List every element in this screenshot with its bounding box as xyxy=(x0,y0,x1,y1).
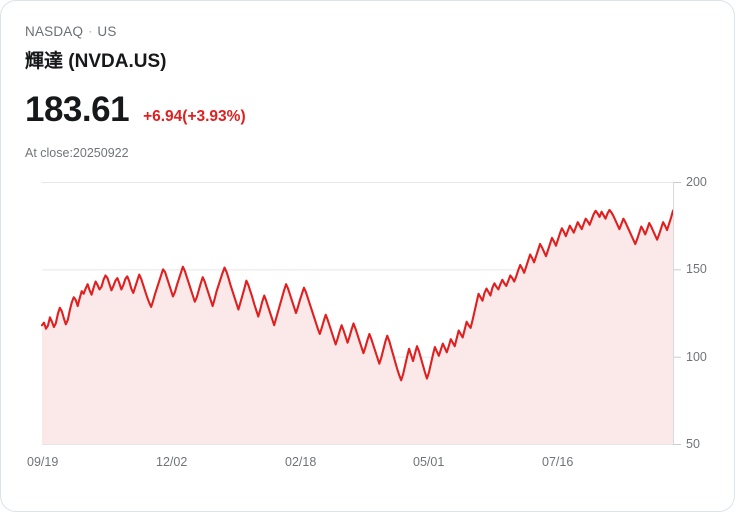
quote-header: NASDAQ · US 輝達 (NVDA.US) 183.61 +6.94(+3.9… xyxy=(25,23,675,161)
last-price: 183.61 xyxy=(25,90,130,129)
chart-area-fill xyxy=(42,209,673,444)
close-status: At close:20250922 xyxy=(25,146,129,160)
x-axis-label: 02/18 xyxy=(285,455,317,469)
price-row: 183.61 +6.94(+3.93%) xyxy=(25,91,675,129)
chart-line xyxy=(40,208,675,382)
x-axis-label: 12/02 xyxy=(156,455,188,469)
y-axis-label: 50 xyxy=(686,437,700,451)
chart-gridlines xyxy=(42,182,673,445)
page-title: 輝達 (NVDA.US) xyxy=(25,51,167,72)
separator-dot: · xyxy=(88,24,93,38)
price-change: +6.94(+3.93%) xyxy=(143,108,246,125)
y-axis-label: 100 xyxy=(686,349,707,364)
chart-axis-ticks xyxy=(673,182,681,445)
x-axis-label: 09/19 xyxy=(27,455,59,469)
y-axis-label: 200 xyxy=(686,175,707,189)
x-axis-label: 07/16 xyxy=(542,455,574,469)
exchange-region-row: NASDAQ · US xyxy=(25,23,675,41)
exchange-label: NASDAQ xyxy=(25,24,84,39)
y-axis-label: 150 xyxy=(686,262,707,277)
x-axis-label: 05/01 xyxy=(413,455,445,469)
region-label: US xyxy=(97,24,117,39)
